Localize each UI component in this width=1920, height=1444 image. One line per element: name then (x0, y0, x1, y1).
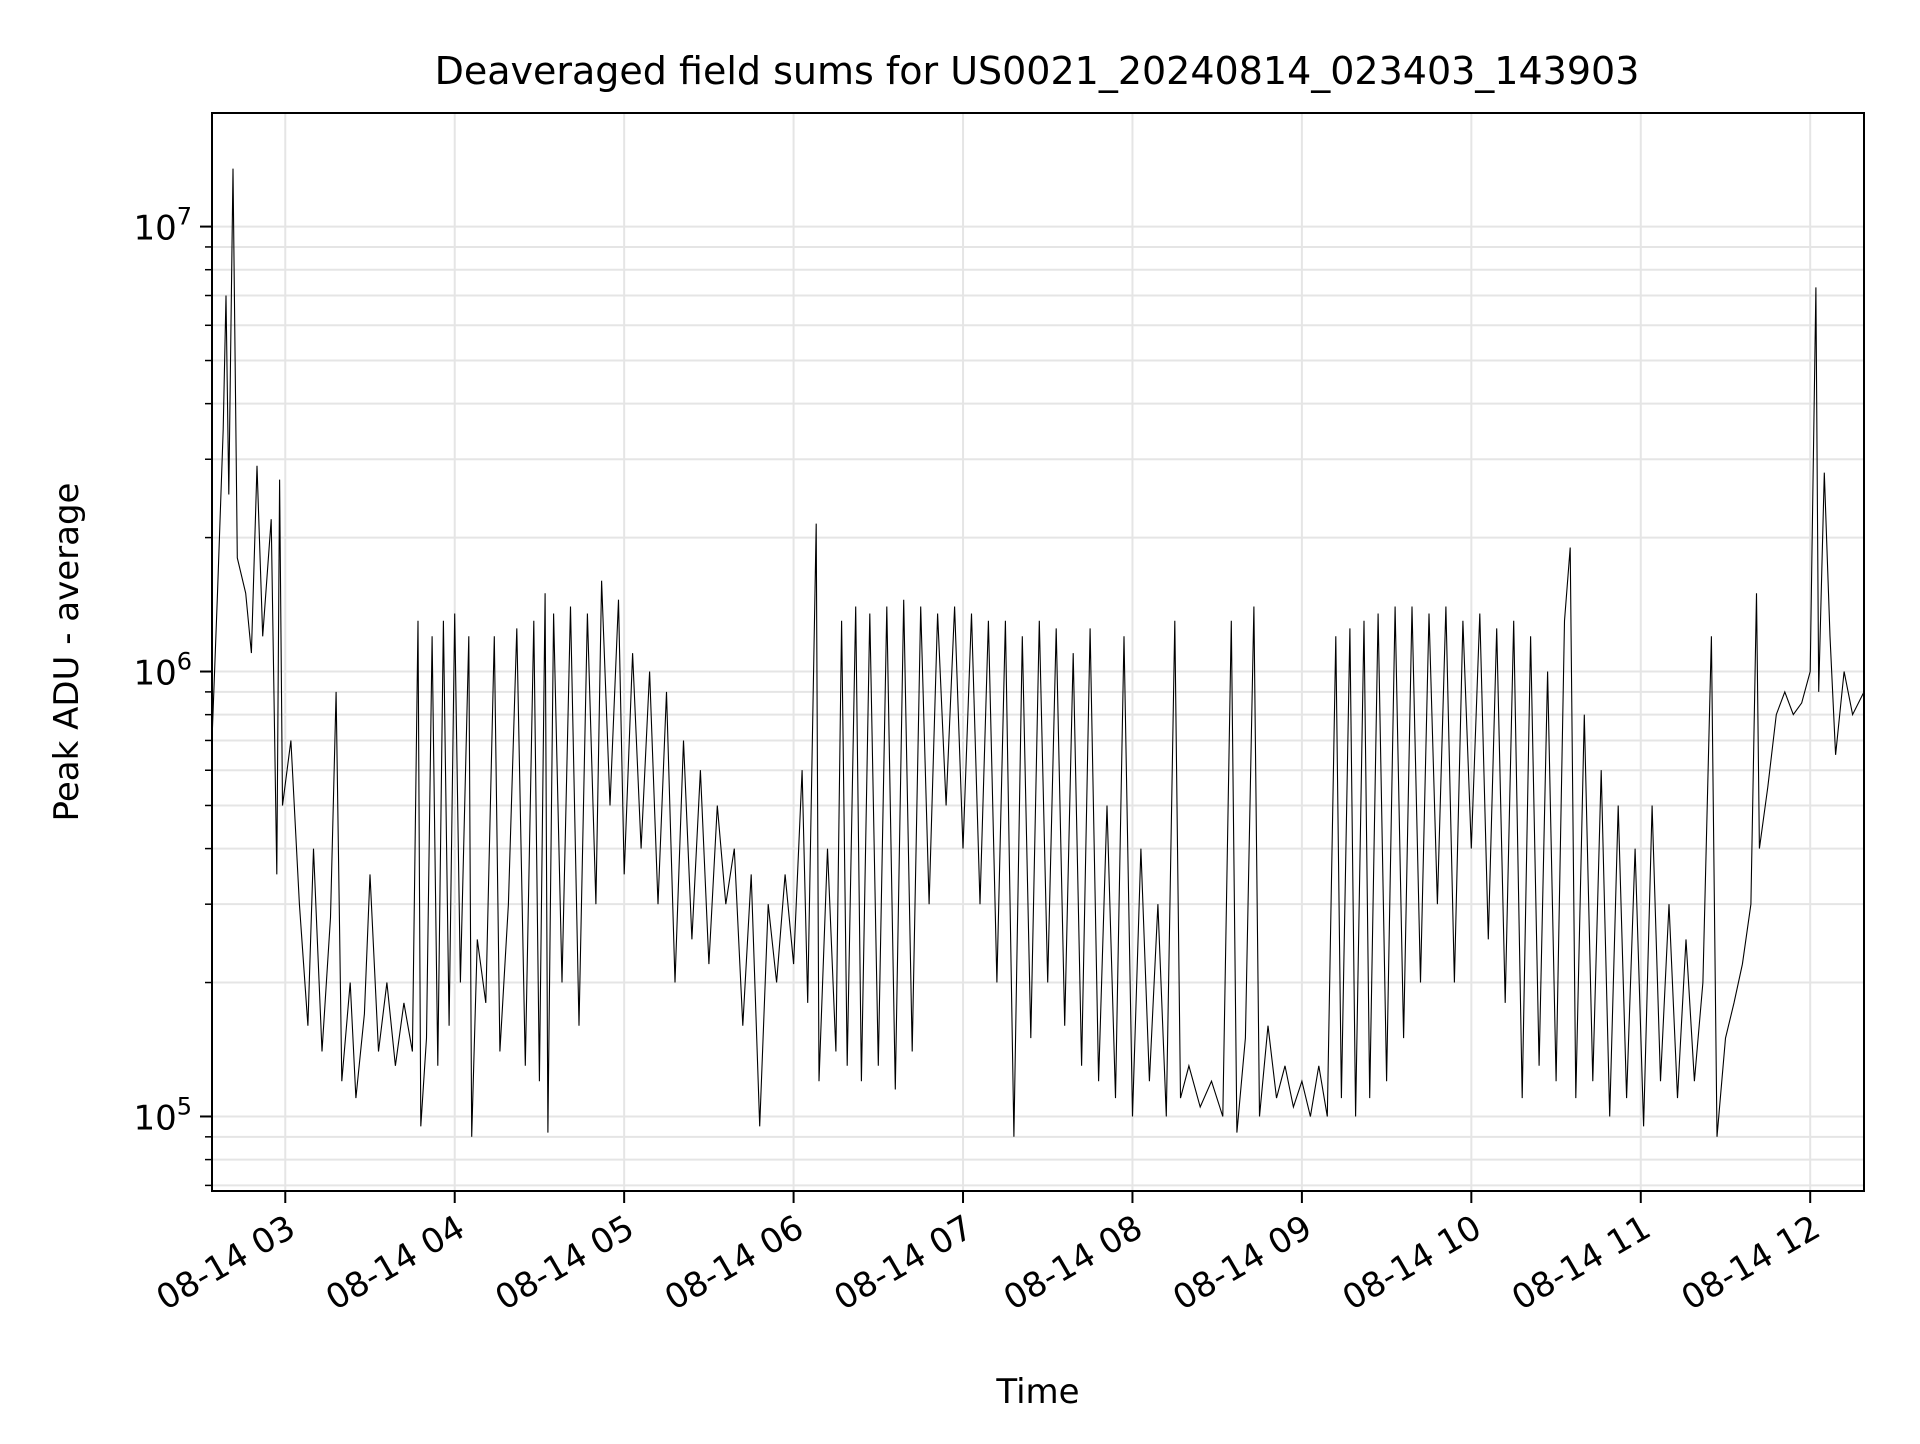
x-tick-label: 08-14 07 (828, 1208, 980, 1319)
chart-title: Deaveraged field sums for US0021_2024081… (435, 49, 1640, 93)
x-tick-label: 08-14 03 (150, 1208, 302, 1319)
y-axis-label: Peak ADU - average (47, 483, 87, 822)
y-tick-base: 10 (133, 1098, 176, 1138)
series-line (211, 168, 1865, 1137)
x-tick-label: 08-14 05 (489, 1208, 641, 1319)
y-tick-base: 10 (133, 209, 176, 249)
plot-area-frame (211, 112, 1865, 1192)
y-tick-label: 107 (133, 203, 192, 249)
x-tick-label: 08-14 06 (658, 1208, 810, 1319)
x-tick-label: 08-14 09 (1166, 1208, 1318, 1319)
x-tick-label: 08-14 08 (997, 1208, 1149, 1319)
x-tick-label: 08-14 12 (1675, 1208, 1827, 1319)
x-tick-label: 08-14 11 (1505, 1208, 1657, 1319)
x-axis: 08-14 03 08-14 04 08-14 05 08-14 06 08-14 07… (150, 1191, 1827, 1319)
y-tick-label: 106 (133, 648, 192, 694)
y-tick-exponent: 7 (177, 203, 192, 231)
x-tick-label: 08-14 04 (319, 1208, 471, 1319)
x-axis-label: Time (995, 1372, 1079, 1412)
y-tick-label: 105 (133, 1092, 192, 1138)
y-tick-exponent: 5 (177, 1092, 192, 1120)
y-tick-exponent: 6 (177, 648, 192, 676)
y-tick-base: 10 (133, 654, 176, 694)
grid (212, 113, 1864, 1191)
x-tick-label: 08-14 10 (1336, 1208, 1488, 1319)
